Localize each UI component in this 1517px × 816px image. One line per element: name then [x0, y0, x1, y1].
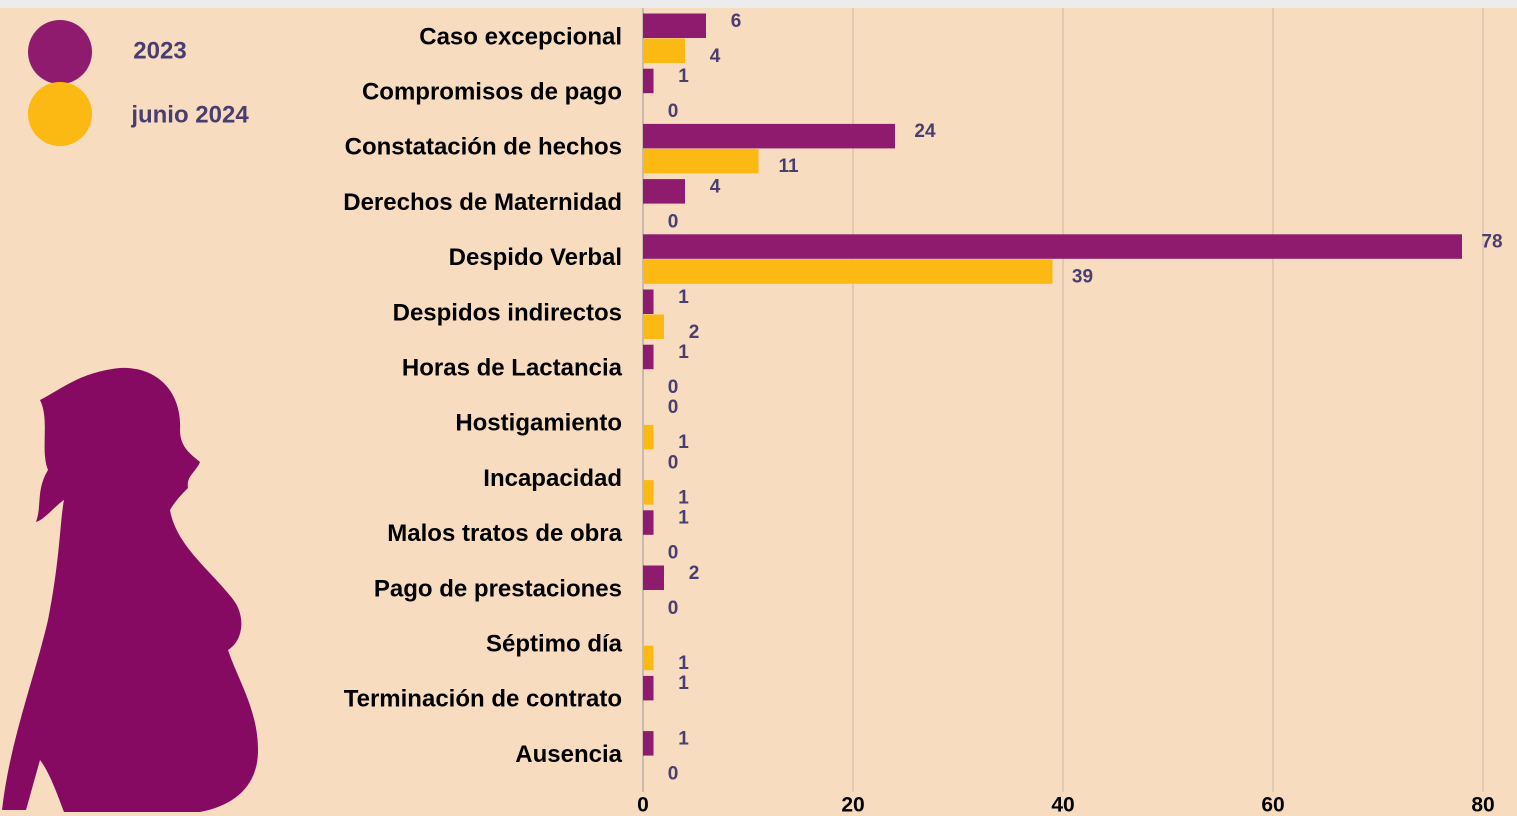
value-label: 39	[1072, 267, 1093, 288]
category-label: Ausencia	[515, 741, 622, 768]
value-label: 0	[668, 211, 679, 232]
category-label: Malos tratos de obra	[387, 520, 622, 547]
category-label: Caso excepcional	[419, 23, 622, 50]
bar	[643, 425, 654, 450]
bar	[643, 124, 895, 148]
category-label: Compromisos de pago	[362, 79, 622, 106]
value-label: 1	[678, 66, 689, 87]
value-label: 0	[668, 101, 679, 122]
value-label: 1	[678, 342, 689, 363]
category-label: Pago de prestaciones	[374, 575, 622, 602]
category-label: Constatación de hechos	[345, 134, 622, 161]
bar	[643, 179, 685, 204]
bar	[643, 510, 654, 535]
value-label: 0	[668, 543, 679, 564]
value-label: 1	[678, 673, 689, 694]
value-label: 6	[731, 11, 742, 32]
value-label: 0	[668, 377, 679, 398]
value-label: 78	[1481, 232, 1502, 253]
legend-swatch	[28, 20, 92, 84]
silhouette	[2, 368, 258, 812]
bar	[643, 39, 685, 64]
bar	[643, 234, 1462, 258]
x-tick-label: 20	[841, 794, 864, 816]
category-label: Terminación de contrato	[344, 686, 622, 713]
x-tick-label: 60	[1261, 794, 1284, 816]
category-label: Séptimo día	[486, 631, 623, 658]
value-label: 2	[689, 322, 700, 343]
value-label: 1	[678, 287, 689, 308]
value-label: 1	[678, 508, 689, 529]
bar	[643, 69, 654, 94]
bar	[643, 290, 654, 315]
category-label: Incapacidad	[483, 465, 622, 492]
value-label: 1	[678, 653, 689, 674]
value-label: 24	[914, 121, 936, 142]
bar	[643, 14, 706, 39]
bar	[643, 676, 654, 701]
bar	[643, 345, 654, 370]
category-label: Derechos de Maternidad	[343, 189, 622, 216]
bar	[643, 731, 654, 756]
category-label: Despido Verbal	[449, 244, 622, 271]
legend-swatch	[28, 82, 92, 146]
category-label: Hostigamiento	[455, 410, 622, 437]
bar	[643, 566, 664, 591]
value-label: 1	[678, 432, 689, 453]
x-tick-label: 0	[637, 794, 649, 816]
bar	[643, 259, 1053, 284]
bar	[643, 646, 654, 671]
category-label: Despidos indirectos	[393, 299, 622, 326]
value-label: 4	[710, 46, 721, 67]
value-label: 0	[668, 397, 679, 418]
value-label: 0	[668, 598, 679, 619]
bar	[643, 149, 759, 174]
legend-label: junio 2024	[130, 101, 249, 128]
value-label: 0	[668, 452, 679, 473]
value-label: 1	[678, 487, 689, 508]
top-strip	[0, 0, 1517, 8]
x-tick-label: 80	[1471, 794, 1494, 816]
value-label: 2	[689, 563, 700, 584]
bar	[643, 315, 664, 340]
x-tick-label: 40	[1051, 794, 1074, 816]
legend-label: 2023	[133, 37, 186, 64]
value-label: 11	[778, 156, 799, 177]
value-label: 0	[668, 763, 679, 784]
category-label: Horas de Lactancia	[402, 355, 623, 382]
value-label: 1	[678, 728, 689, 749]
bar	[643, 480, 654, 505]
chart: 0204060802023junio 2024Caso excepcional6…	[0, 0, 1517, 816]
value-label: 4	[710, 176, 721, 197]
